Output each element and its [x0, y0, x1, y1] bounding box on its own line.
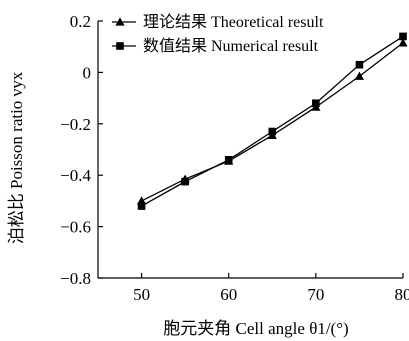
series-2-point	[224, 155, 233, 164]
series-layer	[136, 32, 408, 210]
y-tick-label: 0	[83, 63, 92, 82]
x-axis-label: 胞元夹角 Cell angle θ1/(°)	[163, 319, 348, 338]
series-2-point	[312, 99, 320, 108]
y-tick-label: −0.6	[60, 218, 91, 237]
x-tick-label: 70	[307, 285, 324, 304]
y-tick-label: −0.4	[60, 166, 91, 185]
series-1-line	[141, 42, 404, 202]
legend-marker-2	[116, 42, 124, 50]
series-2-point	[355, 60, 364, 69]
x-tick-label: 80	[395, 285, 409, 304]
legend: 理论结果 Theoretical result 数值结果 Numerical re…	[112, 13, 324, 55]
y-axis-label: 泊松比 Poisson ratio νyx	[7, 71, 26, 244]
series-1-point	[354, 71, 365, 80]
legend-label-2: 数值结果 Numerical result	[143, 37, 319, 55]
series-2-point	[399, 32, 407, 41]
series-1	[136, 38, 408, 205]
series-2-point	[268, 127, 277, 136]
x-tick-label: 50	[133, 285, 150, 304]
series-2	[137, 32, 407, 210]
y-tick-label: −0.8	[60, 269, 91, 288]
y-tick-label: 0.2	[70, 12, 91, 31]
ticks: 0.2 0 −0.2 −0.4 −0.6 −0.8 50 60 70 80	[60, 12, 409, 304]
series-1-point	[398, 38, 408, 47]
legend-marker-1	[115, 17, 125, 26]
y-tick-label: −0.2	[60, 115, 91, 134]
legend-label-1: 理论结果 Theoretical result	[143, 13, 324, 31]
series-2-point	[137, 202, 146, 210]
x-tick-label: 60	[220, 285, 237, 304]
axes	[97, 21, 403, 279]
series-2-point	[181, 177, 189, 186]
